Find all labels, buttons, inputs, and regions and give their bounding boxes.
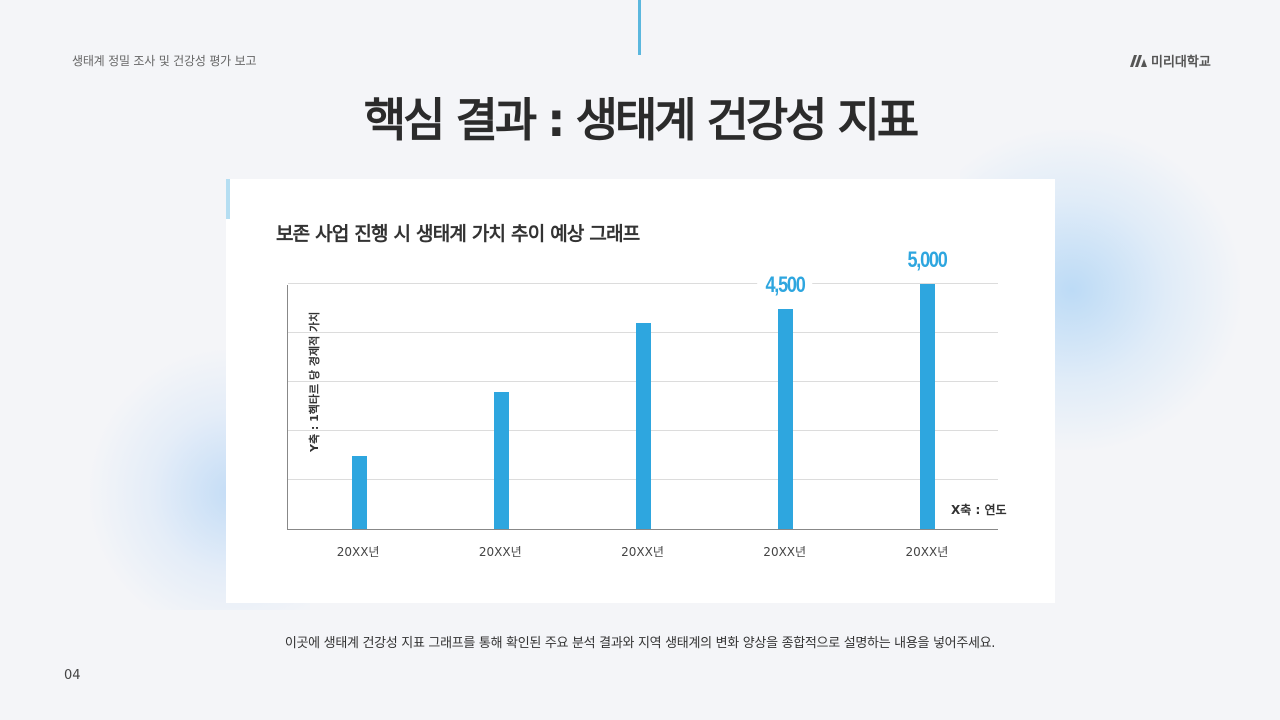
page-title: 핵심 결과 : 생태계 건강성 지표 [363,93,919,147]
bar [493,391,509,529]
data-label: 5,000 [899,247,955,273]
x-tick-label: 20XX년 [905,545,949,559]
bar-chart-plot [287,283,998,530]
x-tick-label: 20XX년 [336,545,380,559]
chart-card: 보존 사업 진행 시 생태계 가치 추이 예상 그래프 Y축 : 1헥타르 당 … [226,179,1055,603]
university-logo: 미리대학교 [1130,51,1211,70]
page-number: 04 [64,668,81,683]
logo-text: 미리대학교 [1151,55,1211,70]
bar [920,284,936,529]
brand-mark-icon [1130,54,1148,67]
y-axis-label: Y축 : 1헥타르 당 경제적 가치 [308,311,321,452]
top-accent-line [638,0,641,55]
data-label: 4,500 [756,271,813,298]
chart-title: 보존 사업 진행 시 생태계 가치 추이 예상 그래프 [276,223,640,245]
card-accent-bar [226,179,230,219]
x-tick-label: 20XX년 [478,545,522,559]
x-tick-label: 20XX년 [621,545,664,559]
description-text: 이곳에 생태계 건강성 지표 그래프를 통해 확인된 주요 분석 결과와 지역 … [284,636,996,651]
bar [636,323,651,529]
x-axis-label: X축 : 연도 [951,503,1007,517]
report-subtitle: 생태계 정밀 조사 및 건강성 평가 보고 [72,54,257,68]
bar [778,308,794,529]
x-tick-label: 20XX년 [763,545,807,559]
bar [351,455,367,529]
gridline [288,283,998,284]
